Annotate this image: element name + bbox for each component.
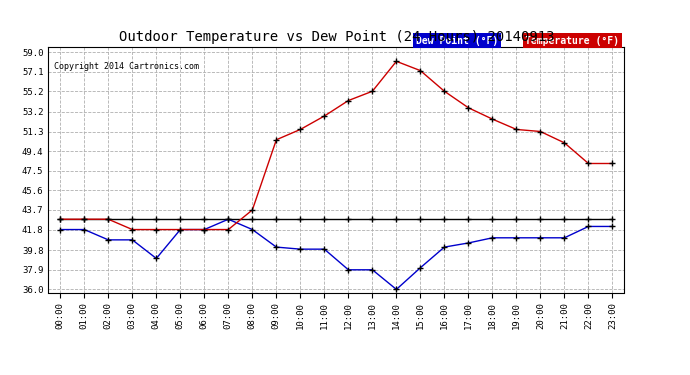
Text: Copyright 2014 Cartronics.com: Copyright 2014 Cartronics.com xyxy=(54,62,199,70)
Text: Dew Point (°F): Dew Point (°F) xyxy=(416,36,498,46)
Text: Temperature (°F): Temperature (°F) xyxy=(525,36,620,46)
Title: Outdoor Temperature vs Dew Point (24 Hours) 20140913: Outdoor Temperature vs Dew Point (24 Hou… xyxy=(119,30,554,44)
